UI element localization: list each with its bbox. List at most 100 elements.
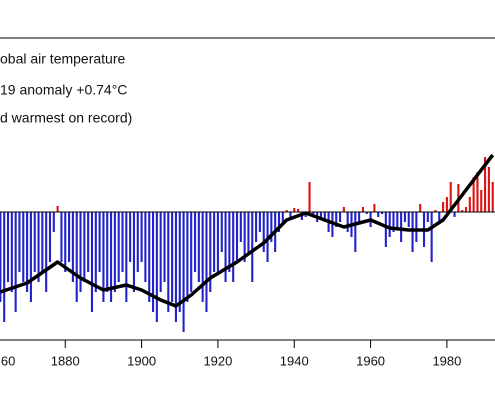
bar bbox=[102, 212, 105, 302]
bar bbox=[94, 212, 97, 292]
bar bbox=[136, 212, 139, 272]
bar bbox=[129, 212, 132, 262]
bar bbox=[37, 212, 40, 282]
bar bbox=[464, 207, 468, 212]
bar bbox=[377, 212, 380, 217]
bar bbox=[121, 212, 124, 272]
bar bbox=[14, 212, 17, 312]
bar bbox=[163, 212, 166, 282]
bar bbox=[319, 212, 323, 217]
bar bbox=[392, 212, 395, 232]
bar bbox=[285, 210, 288, 212]
bar bbox=[228, 212, 231, 272]
bar bbox=[243, 212, 246, 262]
bar bbox=[388, 212, 391, 237]
bar bbox=[476, 172, 479, 212]
bar bbox=[384, 212, 387, 247]
bar bbox=[220, 212, 223, 252]
bar bbox=[400, 212, 403, 242]
bar bbox=[83, 212, 86, 282]
bar bbox=[308, 182, 311, 212]
bar bbox=[323, 212, 326, 222]
bar bbox=[247, 212, 250, 252]
bar bbox=[235, 212, 239, 262]
bar bbox=[79, 212, 82, 292]
bar bbox=[472, 177, 475, 212]
x-tick-label: 60 bbox=[1, 353, 15, 368]
bar bbox=[480, 190, 483, 212]
bar bbox=[155, 212, 158, 322]
bar bbox=[289, 212, 292, 217]
bar bbox=[45, 212, 48, 292]
bar bbox=[48, 212, 52, 262]
bar bbox=[132, 212, 136, 292]
bar bbox=[140, 212, 143, 262]
x-tick-label: 1980 bbox=[432, 353, 461, 368]
bar bbox=[201, 212, 204, 302]
bar bbox=[167, 212, 170, 312]
title-line: 19 anomaly +0.74°C bbox=[0, 82, 127, 98]
bar bbox=[415, 212, 418, 242]
bar bbox=[174, 212, 177, 322]
bar bbox=[171, 212, 174, 302]
bar bbox=[52, 212, 55, 232]
bar bbox=[430, 212, 433, 262]
bar bbox=[442, 202, 445, 212]
bar bbox=[71, 212, 74, 282]
bar bbox=[144, 212, 147, 282]
bar bbox=[251, 212, 254, 282]
bar bbox=[445, 197, 448, 212]
bar bbox=[484, 157, 487, 212]
x-tick-label: 1920 bbox=[203, 353, 232, 368]
bar bbox=[346, 212, 349, 232]
bar bbox=[113, 212, 116, 292]
bar bbox=[33, 212, 36, 272]
bar bbox=[90, 212, 94, 312]
x-tick-label: 1900 bbox=[127, 353, 156, 368]
bar bbox=[205, 212, 208, 312]
bar bbox=[396, 212, 399, 227]
bar bbox=[10, 212, 13, 292]
bar bbox=[182, 212, 185, 332]
bar bbox=[453, 212, 456, 217]
bar bbox=[373, 204, 376, 212]
bar bbox=[18, 212, 21, 272]
bar bbox=[419, 204, 422, 212]
bar bbox=[293, 208, 296, 212]
bar bbox=[64, 212, 67, 272]
bar bbox=[110, 212, 113, 302]
bar bbox=[491, 182, 494, 212]
bar bbox=[255, 212, 258, 242]
bar bbox=[262, 212, 265, 252]
bar bbox=[159, 212, 162, 292]
bar bbox=[22, 212, 25, 282]
bar bbox=[354, 212, 357, 252]
bar bbox=[6, 212, 10, 282]
bar bbox=[125, 212, 128, 302]
bar bbox=[178, 212, 181, 312]
bar bbox=[186, 212, 189, 302]
bar bbox=[335, 212, 338, 227]
bar bbox=[117, 212, 120, 282]
bar bbox=[358, 212, 361, 222]
bar bbox=[281, 212, 284, 222]
bar bbox=[193, 212, 197, 272]
bar bbox=[106, 212, 109, 292]
bar bbox=[87, 212, 90, 272]
bar bbox=[29, 212, 32, 302]
bar bbox=[75, 212, 78, 302]
bar bbox=[407, 212, 410, 227]
bar bbox=[151, 212, 155, 312]
bar bbox=[26, 212, 29, 292]
bar bbox=[239, 212, 242, 242]
smoothed-line bbox=[0, 153, 495, 308]
x-tick-label: 1960 bbox=[356, 353, 385, 368]
bar bbox=[380, 212, 384, 214]
bar bbox=[342, 207, 345, 212]
bar bbox=[461, 210, 464, 212]
bar bbox=[224, 212, 227, 282]
bar bbox=[297, 209, 300, 212]
bar bbox=[197, 212, 200, 282]
bar bbox=[487, 167, 490, 212]
